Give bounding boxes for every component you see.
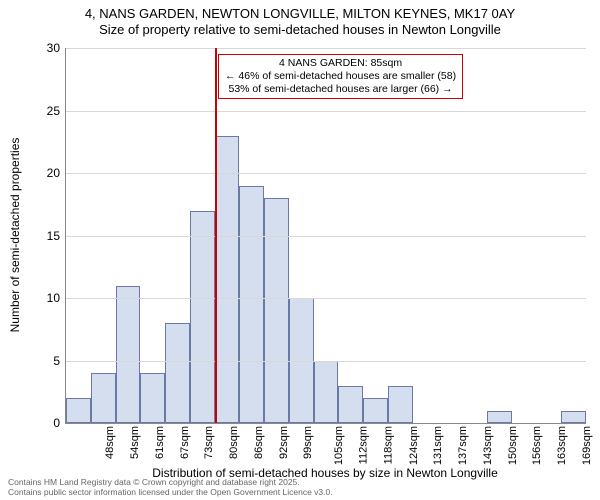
bar [190, 211, 215, 424]
x-tick-label: 67sqm [179, 426, 191, 459]
gridline [66, 48, 586, 49]
x-tick-label: 92sqm [278, 426, 290, 459]
gridline [66, 236, 586, 237]
bar [165, 323, 190, 423]
annotation-line: 4 NANS GARDEN: 85sqm [225, 57, 456, 70]
x-tick-label: 112sqm [357, 426, 369, 464]
x-tick-label: 80sqm [228, 426, 240, 459]
y-tick-label: 0 [30, 416, 60, 430]
bar [116, 286, 141, 424]
x-tick-label: 124sqm [408, 426, 420, 465]
x-tick-label: 118sqm [382, 426, 394, 464]
y-tick-label: 5 [30, 354, 60, 368]
bar [215, 136, 240, 424]
x-tick-label: 150sqm [507, 426, 519, 465]
annotation-box: 4 NANS GARDEN: 85sqm← 46% of semi-detach… [218, 54, 463, 99]
footer-attribution: Contains HM Land Registry data © Crown c… [8, 478, 333, 498]
x-tick-label: 54sqm [129, 426, 141, 459]
x-tick-label: 163sqm [556, 426, 568, 465]
y-tick-label: 25 [30, 104, 60, 118]
x-tick-label: 169sqm [581, 426, 593, 465]
x-tick-label: 137sqm [457, 426, 469, 465]
chart-container: { "title": { "line1": "4, NANS GARDEN, N… [0, 0, 600, 500]
bar [561, 411, 586, 424]
gridline [66, 173, 586, 174]
bar [314, 361, 339, 424]
bar [264, 198, 289, 423]
x-tick-label: 86sqm [253, 426, 265, 459]
bar [239, 186, 264, 424]
annotation-line: ← 46% of semi-detached houses are smalle… [225, 70, 456, 83]
y-tick-label: 20 [30, 166, 60, 180]
bar [487, 411, 512, 424]
y-tick-label: 30 [30, 41, 60, 55]
x-tick-label: 48sqm [104, 426, 116, 459]
y-tick-label: 15 [30, 229, 60, 243]
x-tick-label: 73sqm [203, 426, 215, 459]
annotation-line: 53% of semi-detached houses are larger (… [225, 83, 456, 96]
bar [338, 386, 363, 424]
bar [66, 398, 91, 423]
plot-area: 4 NANS GARDEN: 85sqm← 46% of semi-detach… [65, 48, 586, 424]
reference-line [215, 48, 217, 423]
bar [91, 373, 116, 423]
footer-line2: Contains public sector information licen… [8, 488, 333, 498]
x-tick-label: 99sqm [303, 426, 315, 459]
x-tick-label: 156sqm [531, 426, 543, 465]
x-tick-label: 105sqm [333, 426, 345, 465]
chart-title-line2: Size of property relative to semi-detach… [0, 22, 600, 38]
y-tick-label: 10 [30, 291, 60, 305]
x-tick-label: 131sqm [432, 426, 444, 465]
bar [388, 386, 413, 424]
bar [140, 373, 165, 423]
bar [363, 398, 388, 423]
gridline [66, 298, 586, 299]
chart-title-line1: 4, NANS GARDEN, NEWTON LONGVILLE, MILTON… [0, 6, 600, 22]
x-tick-label: 61sqm [154, 426, 166, 459]
chart-title: 4, NANS GARDEN, NEWTON LONGVILLE, MILTON… [0, 6, 600, 39]
gridline [66, 111, 586, 112]
x-tick-label: 143sqm [482, 426, 494, 465]
gridline [66, 361, 586, 362]
